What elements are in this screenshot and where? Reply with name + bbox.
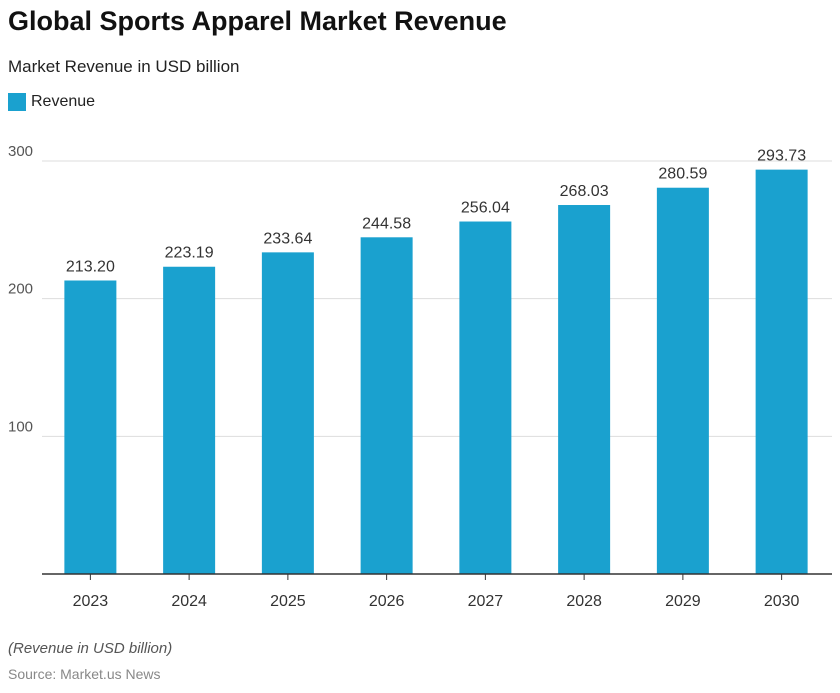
bar-2024 — [163, 266, 216, 574]
chart-note: (Revenue in USD billion) — [8, 640, 173, 657]
x-tick-label: 2026 — [369, 593, 405, 610]
x-tick-label: 2029 — [665, 593, 701, 610]
bar-2028 — [558, 205, 611, 575]
bar-2027 — [459, 221, 512, 575]
x-tick-label: 2024 — [171, 593, 207, 610]
y-tick-label: 200 — [8, 281, 33, 298]
data-label: 293.73 — [757, 148, 806, 165]
x-tick-label: 2030 — [764, 593, 800, 610]
chart-title: Global Sports Apparel Market Revenue — [8, 6, 507, 36]
data-label: 280.59 — [658, 166, 707, 183]
x-tick-label: 2028 — [566, 593, 602, 610]
chart-source: Source: Market.us News — [8, 666, 161, 682]
legend-label: Revenue — [31, 93, 96, 110]
y-tick-label: 300 — [8, 143, 33, 160]
data-label: 268.03 — [560, 183, 609, 200]
x-tick-label: 2023 — [73, 593, 109, 610]
data-label: 256.04 — [461, 200, 510, 217]
legend-swatch — [8, 93, 26, 111]
bar-2026 — [360, 237, 413, 574]
bar-2023 — [64, 280, 117, 574]
x-tick-label: 2027 — [468, 593, 504, 610]
data-label: 244.58 — [362, 215, 411, 232]
data-label: 223.19 — [165, 245, 214, 262]
y-tick-label: 100 — [8, 418, 33, 435]
x-tick-label: 2025 — [270, 593, 306, 610]
bar-2030 — [755, 169, 808, 574]
chart-subtitle: Market Revenue in USD billion — [8, 57, 240, 76]
bar-2025 — [261, 252, 314, 575]
data-label: 233.64 — [263, 230, 312, 247]
bar-2029 — [656, 187, 709, 574]
legend: Revenue — [8, 93, 95, 111]
data-label: 213.20 — [66, 258, 115, 275]
